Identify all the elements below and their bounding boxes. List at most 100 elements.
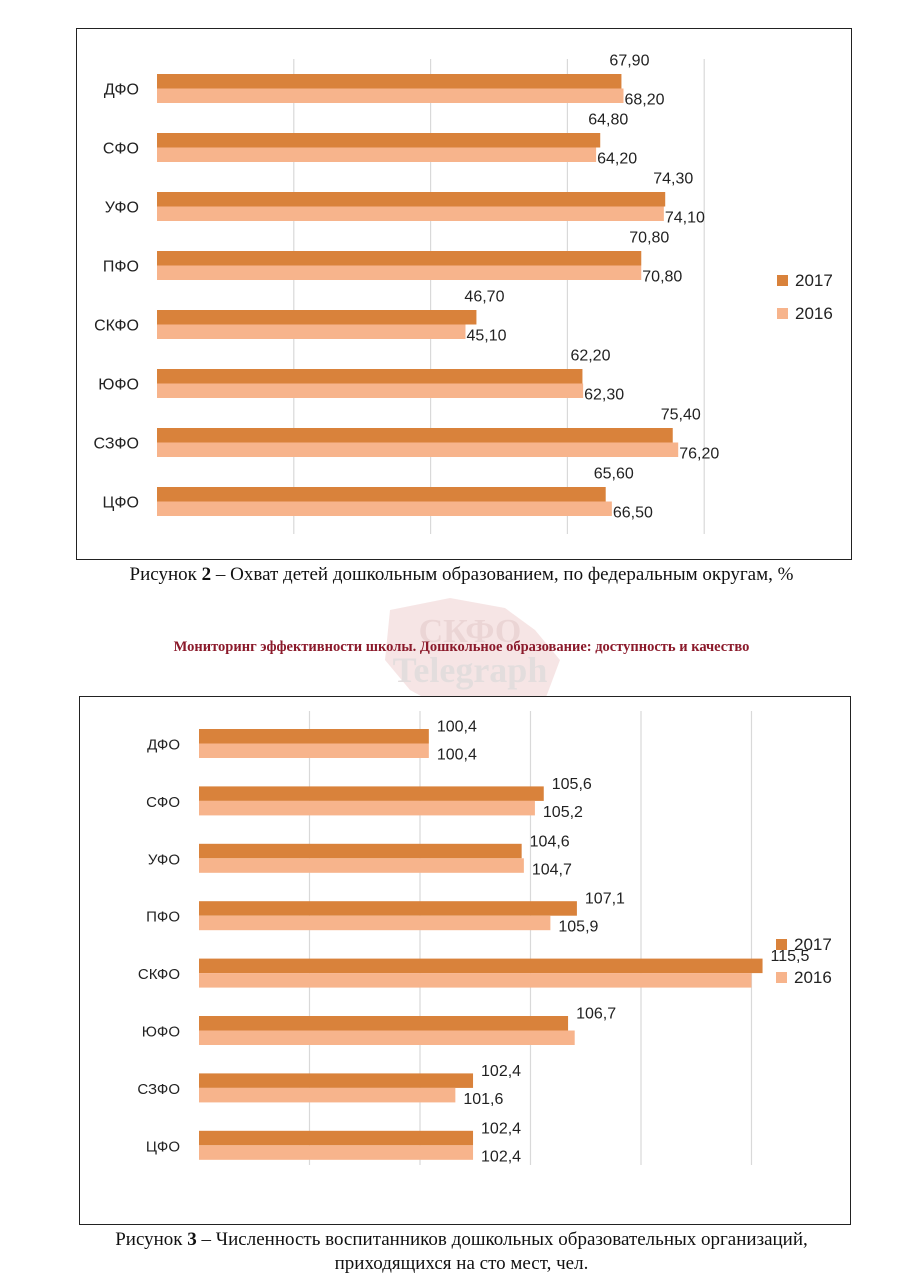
bar-2017 [157, 192, 666, 207]
data-label: 100,4 [437, 719, 477, 736]
bar-2016 [199, 1087, 456, 1103]
chart-svg-figure-3: ДФО 100,4 100,4 СФО 105,6 105,2 УФО 104,6 104,7 П… [137, 711, 832, 1165]
data-label: 105,2 [543, 804, 583, 821]
bar-2017 [199, 901, 577, 916]
category-label: СЗФО [94, 436, 139, 453]
legend-label: 2017 [795, 271, 833, 290]
watermark-line-1: СКФО [419, 613, 522, 650]
caption-text: – Охват детей дошкольным образованием, п… [211, 564, 794, 585]
data-label: 46,70 [464, 289, 504, 306]
bar-2016 [199, 1030, 575, 1045]
data-label: 70,80 [642, 269, 682, 286]
bar-2016 [157, 88, 624, 103]
data-label: 74,10 [665, 210, 705, 227]
data-label: 106,7 [576, 1006, 616, 1023]
data-label: 70,80 [629, 230, 669, 247]
category-label: ЮФО [98, 377, 139, 394]
data-label: 65,60 [594, 466, 634, 483]
bar-2017 [157, 369, 583, 384]
caption-prefix: Рисунок [115, 1229, 188, 1250]
bar-2017 [199, 1016, 569, 1031]
bar-2016 [199, 858, 524, 873]
bar-2017 [199, 843, 522, 859]
category-label: ПФО [146, 909, 180, 926]
chart-figure-2: ДФО 67,90 68,20 СФО 64,80 64,20 УФО 74,30 74,10 П… [76, 28, 852, 560]
bar-2017 [157, 133, 601, 148]
category-label: СКФО [138, 966, 180, 983]
category-label: ЦФО [146, 1138, 180, 1155]
monitoring-header: Мониторинг эффективности школы. Дошкольн… [173, 639, 750, 655]
bar-2016 [199, 1145, 474, 1160]
bar-2016 [157, 265, 642, 280]
caption-number: 3 [187, 1229, 197, 1250]
data-label: 45,10 [466, 328, 506, 345]
data-label: 104,7 [532, 861, 572, 878]
bar-2016 [157, 383, 584, 398]
data-label: 74,30 [653, 171, 693, 188]
data-label: 104,6 [530, 833, 570, 850]
bar-2016 [157, 324, 466, 339]
legend-swatch-2016 [777, 308, 788, 319]
data-label: 76,20 [679, 446, 719, 463]
legend-label: 2016 [795, 304, 833, 323]
data-label: 75,40 [661, 407, 701, 424]
bar-2017 [199, 1073, 474, 1088]
bar-2017 [199, 729, 429, 744]
category-label: СФО [146, 794, 180, 811]
data-label: 68,20 [624, 92, 664, 109]
legend-swatch-2017 [776, 939, 787, 950]
data-label: 107,1 [585, 891, 625, 908]
watermark-logo: СКФО Telegraph [385, 598, 560, 718]
data-label: 105,6 [552, 776, 592, 793]
bar-2016 [157, 442, 679, 457]
data-label: 100,4 [437, 747, 477, 764]
data-label: 62,20 [570, 348, 610, 365]
bar-2016 [157, 147, 597, 162]
caption-prefix: Рисунок [129, 564, 202, 585]
bar-2017 [157, 310, 477, 325]
data-label: 102,4 [481, 1120, 521, 1137]
bar-2016 [199, 743, 429, 758]
category-label: ПФО [103, 259, 139, 276]
bar-2017 [199, 958, 763, 974]
category-label: СЗФО [137, 1081, 180, 1098]
data-label: 64,80 [588, 112, 628, 129]
data-label: 102,4 [481, 1063, 521, 1080]
legend-label: 2017 [794, 935, 832, 954]
data-label: 105,9 [558, 919, 598, 936]
category-label: СКФО [94, 318, 139, 335]
bar-2016 [157, 501, 612, 516]
data-label: 115,5 [771, 948, 810, 965]
bar-2016 [157, 206, 664, 221]
bar-2016 [199, 973, 752, 988]
chart-svg-figure-2: ДФО 67,90 68,20 СФО 64,80 64,20 УФО 74,30 74,10 П… [94, 53, 833, 534]
bar-2017 [157, 74, 622, 89]
caption-text: – Численность воспитанников дошкольных о… [196, 1229, 808, 1274]
legend-label: 2016 [794, 968, 832, 987]
data-label: 102,4 [481, 1148, 521, 1165]
bar-2017 [157, 487, 606, 502]
legend-swatch-2016 [776, 972, 787, 983]
watermark-line-2: Telegraph [393, 650, 548, 690]
category-label: ДФО [147, 737, 180, 754]
category-label: УФО [148, 851, 180, 868]
bar-2016 [199, 800, 535, 816]
category-label: ЮФО [142, 1024, 180, 1041]
category-label: ЦФО [103, 495, 139, 512]
data-label: 66,50 [613, 505, 653, 522]
data-label: 64,20 [597, 151, 637, 168]
caption-number: 2 [201, 564, 212, 585]
bar-2016 [199, 915, 551, 931]
category-label: ДФО [104, 82, 139, 99]
bar-2017 [199, 1130, 474, 1146]
bar-2017 [157, 251, 642, 266]
figure-2-caption: Рисунок 2 – Охват детей дошкольным образ… [60, 563, 863, 587]
data-label: 62,30 [584, 387, 624, 404]
category-label: СФО [103, 141, 139, 158]
category-label: УФО [105, 200, 139, 217]
bar-2017 [157, 428, 673, 443]
data-label: 101,6 [463, 1091, 503, 1108]
data-label: 67,90 [609, 53, 649, 70]
figure-3-caption: Рисунок 3 – Численность воспитанников до… [60, 1228, 863, 1276]
chart-figure-3: ДФО 100,4 100,4 СФО 105,6 105,2 УФО 104,6 104,7 П… [79, 696, 851, 1225]
